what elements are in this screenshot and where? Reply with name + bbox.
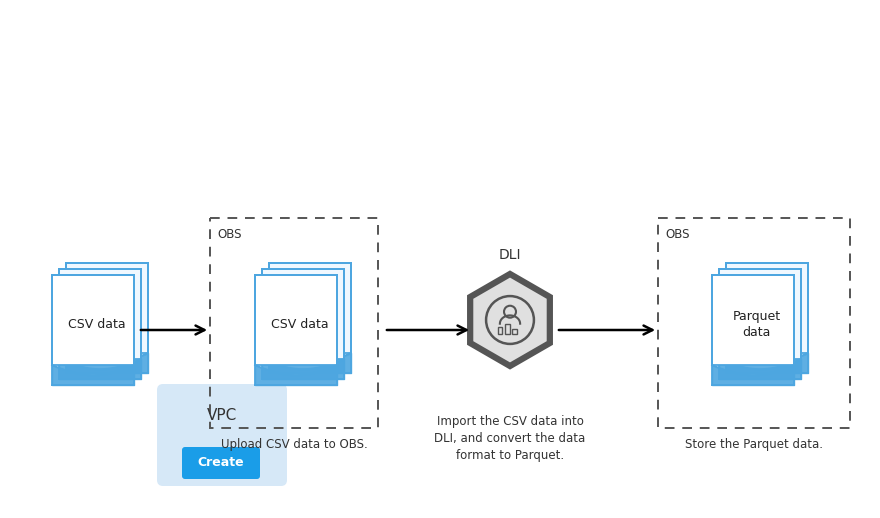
Text: Import the CSV data into
DLI, and convert the data
format to Parquet.: Import the CSV data into DLI, and conver…	[435, 415, 585, 462]
Text: VPC: VPC	[207, 408, 237, 423]
Bar	[255, 275, 337, 365]
Text: Upload CSV data to OBS.: Upload CSV data to OBS.	[221, 438, 367, 451]
Bar	[658, 218, 850, 428]
Text: CSV data: CSV data	[68, 318, 125, 331]
Bar	[505, 324, 510, 334]
Bar	[497, 327, 502, 334]
Bar	[262, 269, 344, 359]
FancyBboxPatch shape	[157, 384, 287, 486]
Text: Parquet
data: Parquet data	[732, 310, 781, 339]
Text: Create: Create	[198, 456, 245, 469]
Bar	[52, 275, 134, 365]
Bar	[712, 275, 794, 365]
Bar	[269, 263, 351, 353]
Bar	[512, 329, 517, 334]
Text: Store the Parquet data.: Store the Parquet data.	[685, 438, 823, 451]
Polygon shape	[470, 274, 550, 366]
Bar	[726, 263, 808, 353]
FancyBboxPatch shape	[182, 447, 260, 479]
Bar	[210, 218, 378, 428]
Text: CSV data: CSV data	[271, 318, 328, 331]
Bar	[719, 269, 801, 359]
Bar	[59, 269, 141, 359]
Text: OBS: OBS	[665, 227, 690, 240]
Text: OBS: OBS	[217, 227, 241, 240]
Bar	[66, 263, 148, 353]
Text: DLI: DLI	[499, 248, 521, 262]
